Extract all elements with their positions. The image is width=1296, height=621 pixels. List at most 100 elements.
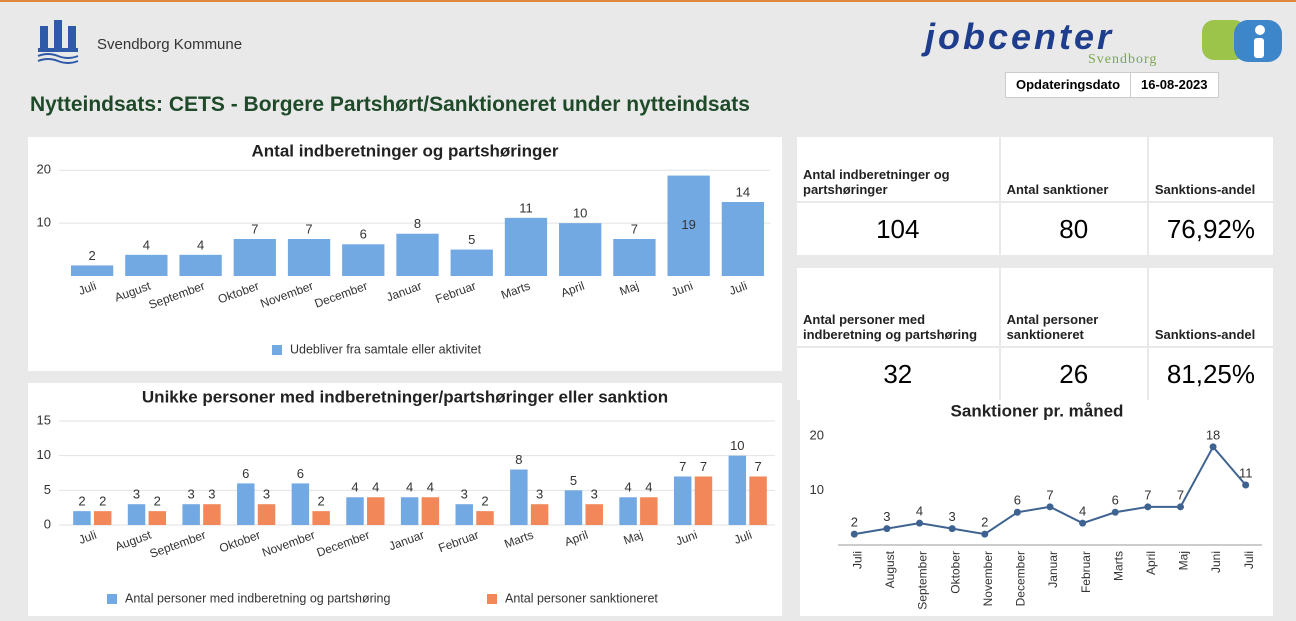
bar — [667, 175, 710, 276]
kpi-value: 26 — [998, 346, 1149, 402]
value-label: 3 — [188, 487, 195, 502]
value-label: 7 — [700, 459, 707, 474]
point — [1111, 508, 1119, 516]
value-label: 3 — [208, 487, 215, 502]
y-tick-label: 20 — [810, 427, 824, 442]
bar — [203, 504, 221, 525]
x-tick-label: Maj — [618, 279, 641, 299]
x-tick-label: Juli — [732, 528, 754, 547]
value-label: 2 — [88, 248, 95, 263]
value-label: 4 — [624, 480, 631, 495]
value-label: 2 — [154, 494, 161, 509]
x-tick-label: Maj — [622, 528, 645, 548]
kpi-header: Antal personer med indberetning og parts… — [795, 266, 1001, 348]
bar — [455, 504, 473, 525]
point — [850, 530, 858, 538]
value-label: 10 — [730, 438, 744, 453]
y-tick-label: 10 — [810, 482, 824, 497]
point — [1013, 508, 1021, 516]
value-label: 2 — [318, 494, 325, 509]
value-label: 7 — [679, 459, 686, 474]
bar — [694, 476, 713, 525]
value-label: 4 — [916, 504, 923, 519]
legend-label: Udebliver fra samtale eller aktivitet — [290, 342, 482, 356]
bar — [564, 490, 583, 525]
x-tick-label: Juli — [727, 279, 749, 298]
value-label: 4 — [372, 480, 379, 495]
bar — [640, 497, 658, 525]
bar — [504, 217, 548, 276]
point — [981, 530, 989, 538]
value-label: 7 — [305, 221, 312, 236]
legend-label: Antal personer sanktioneret — [505, 591, 658, 605]
value-label: 11 — [1239, 465, 1253, 480]
value-label: 5 — [468, 232, 475, 247]
value-label: 8 — [414, 216, 421, 231]
point — [1046, 503, 1054, 511]
kpi-header: Sanktions-andel — [1146, 266, 1276, 348]
kpi-value: 104 — [795, 201, 1001, 257]
bar — [673, 476, 692, 525]
point — [1176, 503, 1184, 511]
chart-title: Antal indberetninger og partshøringer — [252, 141, 559, 160]
bar — [559, 223, 602, 276]
bar — [728, 455, 747, 525]
org-logo — [37, 20, 79, 64]
kpi-value: 76,92% — [1146, 201, 1276, 257]
kpi-header: Antal sanktioner — [998, 135, 1149, 203]
bar — [530, 504, 549, 525]
bar — [749, 476, 767, 525]
x-tick-label: Oktober — [948, 551, 962, 594]
x-tick-label: Juli — [77, 528, 99, 547]
value-label: 3 — [949, 509, 956, 524]
y-tick-label: 15 — [37, 412, 51, 427]
bar — [619, 497, 637, 525]
bar — [450, 249, 493, 276]
value-label: 2 — [851, 515, 858, 530]
point — [1079, 519, 1087, 527]
value-label: 3 — [461, 487, 468, 502]
value-label: 6 — [1014, 493, 1021, 508]
bar — [179, 254, 222, 276]
bar — [148, 511, 167, 525]
bar — [396, 233, 439, 276]
value-label: 2 — [99, 494, 106, 509]
x-tick-label: Maj — [1177, 551, 1191, 570]
brand-name: jobcenter — [925, 16, 1115, 57]
value-label: 7 — [1144, 487, 1151, 502]
bar — [291, 483, 310, 525]
org-name: Svendborg Kommune — [97, 36, 243, 53]
bar — [585, 504, 603, 525]
point — [1144, 503, 1152, 511]
y-tick-label: 10 — [37, 215, 51, 230]
bar — [721, 202, 765, 276]
date-label: Opdateringsdato — [1016, 77, 1121, 92]
value-label: 3 — [263, 487, 270, 502]
x-tick-label: December — [1014, 551, 1028, 606]
y-tick-label: 10 — [37, 447, 51, 462]
value-label: 11 — [519, 200, 533, 215]
value-label: 2 — [981, 515, 988, 530]
update-date-box: Opdateringsdato 16-08-2023 — [1005, 72, 1219, 98]
x-tick-label: November — [981, 551, 995, 606]
bar — [233, 239, 276, 276]
x-tick-label: April — [1144, 551, 1158, 575]
x-tick-label: Juni — [1209, 551, 1223, 573]
value-label: 14 — [736, 184, 750, 199]
x-tick-label: Juli — [77, 279, 99, 298]
bar — [93, 511, 112, 525]
value-label: 4 — [143, 237, 150, 252]
x-tick-label: August — [883, 550, 897, 588]
bar — [400, 497, 419, 525]
point — [883, 525, 891, 533]
page-title: Nytteindsats: CETS - Borgere Partshørt/S… — [30, 93, 750, 116]
y-tick-label: 0 — [44, 516, 51, 531]
bar — [70, 265, 114, 276]
point — [916, 519, 924, 527]
bar — [257, 504, 276, 525]
kpi-table: Antal personer med indberetning og parts… — [795, 266, 1276, 402]
kpi-value: 80 — [998, 201, 1149, 257]
legend-label: Antal personer med indberetning og parts… — [125, 591, 390, 605]
value-label: 6 — [242, 466, 249, 481]
